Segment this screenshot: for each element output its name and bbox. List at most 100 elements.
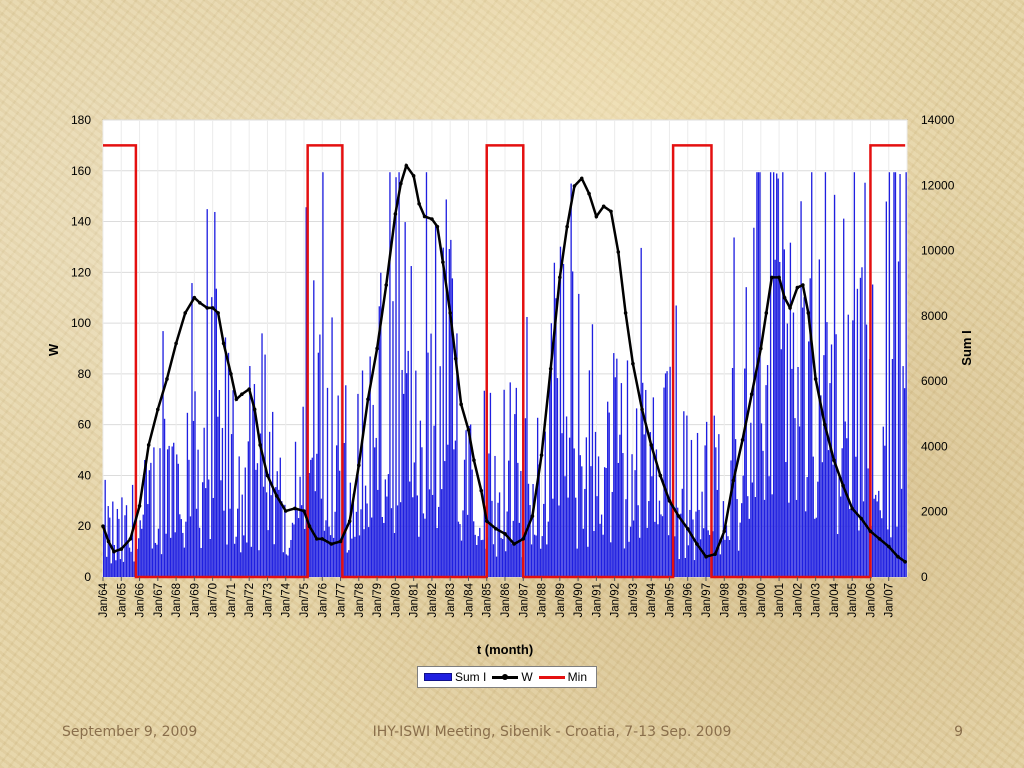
sum-i-bar [398,172,400,577]
x-tick-label: Jan/76 [317,583,329,618]
w-point [601,204,606,209]
sum-i-bar [238,456,240,577]
footer-page-number: 9 [954,724,963,740]
sum-i-bar [392,301,394,577]
sum-i-bar [588,370,591,577]
x-tick-label: Jan/97 [701,583,713,618]
sum-i-bar [393,532,396,577]
sum-i-bar [384,479,387,577]
sum-i-bar [285,554,288,577]
w-point [302,509,306,513]
sum-i-bar [897,261,900,577]
x-tick-label: Jan/79 [372,583,384,618]
sum-i-bar [783,249,785,577]
sum-i-bar [684,557,687,577]
sum-i-bar [448,248,450,577]
sum-i-bar [348,550,350,577]
sum-i-bar [138,538,140,577]
sum-i-bar [273,544,275,577]
w-point [435,224,440,229]
sum-i-bar [343,442,345,577]
sum-i-bar [331,317,333,577]
sum-i-bar [596,496,598,577]
sum-i-bar [512,520,514,577]
sum-i-bar [112,501,114,577]
w-point [722,529,727,534]
sum-i-bar [885,201,888,577]
w-point [320,537,325,541]
footer-date: September 9, 2009 [62,724,198,740]
w-point [265,473,270,478]
sum-i-bar [900,488,903,577]
sum-i-bar [565,416,568,577]
sum-i-bar [480,540,482,577]
sum-i-bar [856,288,859,577]
sum-i-bar [527,483,530,577]
x-tick-label: Jan/67 [153,583,165,618]
sum-i-bar [575,497,577,577]
sum-i-bar [364,485,367,577]
sum-i-bar [462,510,464,577]
w-point [430,217,434,221]
w-point [274,493,279,498]
x-tick-label: Jan/69 [189,583,201,618]
sum-i-bar [540,548,542,577]
sum-i-bar [517,462,519,577]
sum-i-bar [597,456,600,577]
sum-i-bar [436,527,438,577]
w-point [229,372,233,376]
w-point [258,443,262,447]
sum-i-bar [858,530,860,577]
sum-i-bar [693,560,696,577]
sum-i-bar [224,337,227,577]
sum-i-bar [745,287,747,577]
sum-i-bar [765,385,767,577]
sum-i-bar [739,522,741,577]
sum-i-bar [447,444,449,577]
x-tick-label: Jan/81 [409,583,421,618]
x-axis-ticks: Jan/64 Jan/65 Jan/66 Jan/67 Jan/68 Jan/69 Jan/… [98,577,896,618]
sum-i-bar [249,366,251,577]
sum-i-bar [817,481,819,577]
sum-i-bar [229,508,231,577]
w-point [404,163,409,168]
y-tick-right: 8000 [921,309,948,323]
sum-i-bar [623,548,626,577]
sum-i-bar [776,173,778,577]
sum-i-bar [815,517,817,577]
sum-i-bar [882,426,884,577]
sum-i-bar [582,528,584,577]
sum-i-bar [884,445,886,577]
sum-i-bar [268,431,271,577]
sum-i-bar [722,501,725,577]
w-point [769,275,774,280]
w-point [806,311,811,315]
sum-i-bar [742,475,744,577]
w-point [731,478,736,483]
w-point [594,214,599,219]
y-tick-left: 120 [71,265,91,279]
sum-i-bar [278,489,280,577]
sum-i-bar [267,530,269,577]
sum-i-bar [509,382,511,577]
sum-i-bar [442,247,444,578]
sum-i-bar [459,524,461,577]
w-point [198,301,202,305]
sum-i-bar [718,434,720,577]
sum-i-bar [891,358,894,577]
sum-i-bar [829,383,831,577]
sum-i-bar [109,517,111,577]
sum-i-bar [430,333,432,577]
sum-i-bar [651,476,653,577]
sum-i-bar [349,482,352,577]
sum-i-bar [690,439,693,577]
sum-i-bar [170,537,172,577]
w-point [119,547,124,551]
sum-i-bar [361,370,364,577]
w-point [530,514,535,518]
sum-i-bar [115,560,117,577]
sum-i-bar [244,467,246,577]
sum-i-bar [275,487,277,577]
sum-i-bar [395,177,397,577]
